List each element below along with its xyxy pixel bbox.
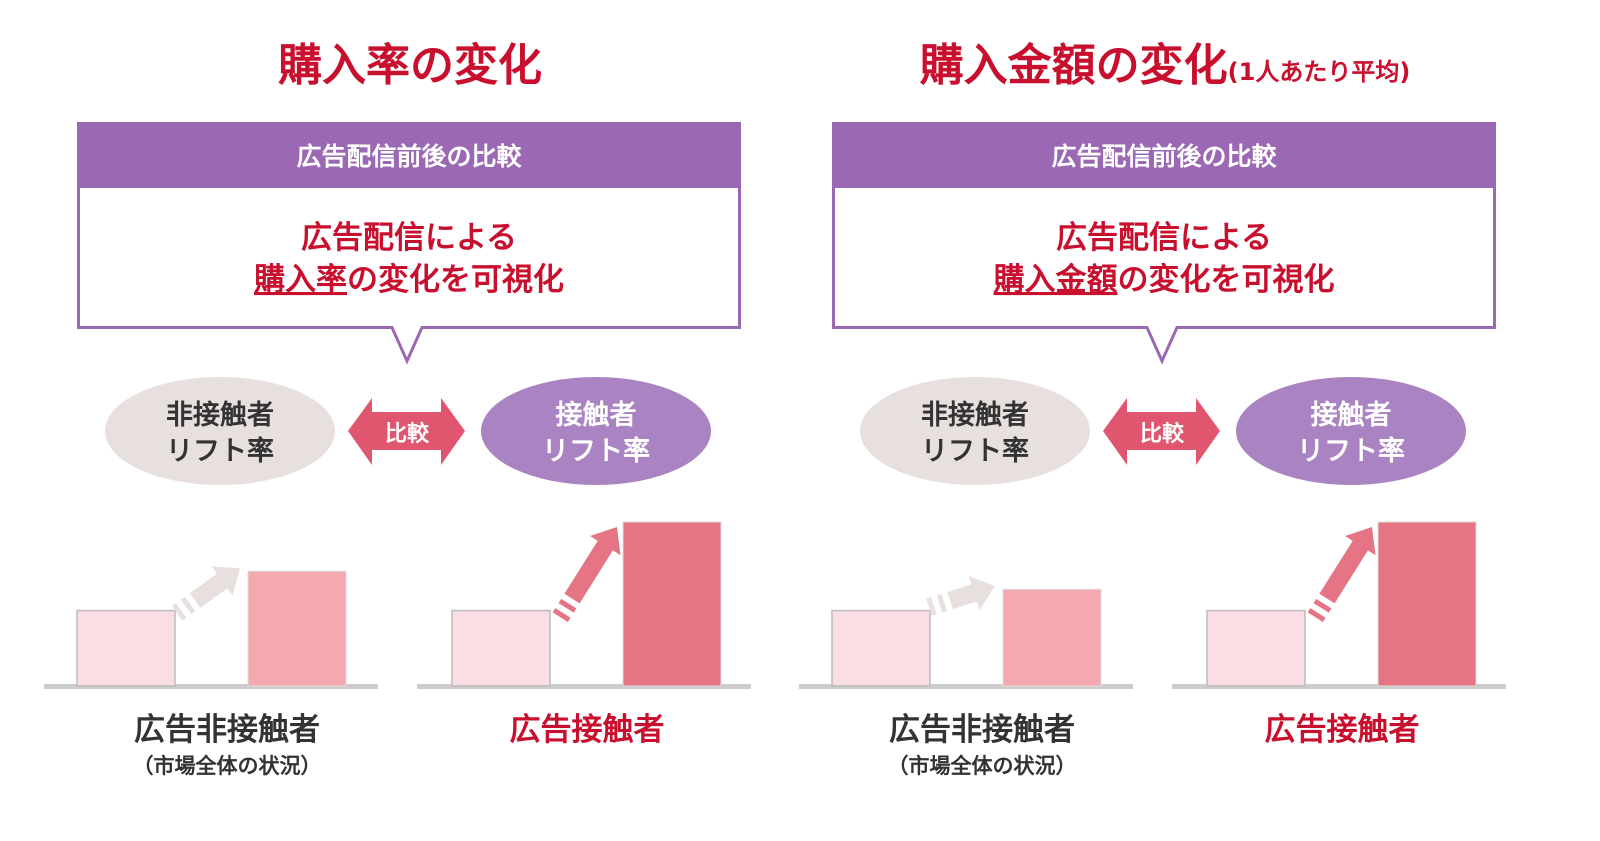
arrow-shaft: [189, 566, 241, 608]
box-header-text: 広告配信前後の比較: [296, 142, 522, 171]
bars-non-contact: 広告非接触者 （市場全体の状況）: [44, 566, 378, 778]
group-label: 広告接触者: [1265, 712, 1420, 748]
box-line-2: 購入率の変化を可視化: [254, 262, 564, 298]
arrow-dash: [180, 596, 196, 615]
baseline: [1172, 684, 1506, 689]
arrow-dash: [1313, 598, 1332, 613]
svg-text:リフト率: リフト率: [921, 435, 1029, 467]
box-header-bar: [77, 122, 741, 188]
compare-double-arrow: 比較: [1103, 398, 1220, 465]
svg-text:比較: 比較: [1140, 421, 1185, 447]
group-sublabel: （市場全体の状況）: [888, 754, 1077, 778]
comparison-panel-2: 購入金額の変化(1人あたり平均) 広告配信前後の比較 広告配信による 購入金額の…: [755, 0, 1535, 837]
arrow-dash: [936, 593, 948, 613]
svg-text:非接触者: 非接触者: [921, 400, 1029, 431]
arrow-dash: [558, 598, 577, 613]
baseline: [417, 684, 751, 689]
box-header-text: 広告配信前後の比較: [1051, 142, 1277, 171]
arrow-shaft: [564, 527, 621, 604]
panel-title: 購入金額の変化(1人あたり平均): [920, 40, 1411, 91]
bar-after: [1377, 521, 1477, 687]
svg-text:リフト率: リフト率: [1297, 435, 1405, 467]
trend-arrow-icon: [926, 575, 995, 616]
svg-text:接触者: 接触者: [1311, 400, 1392, 431]
bar-after: [1002, 588, 1102, 687]
bar-after: [622, 521, 722, 687]
panel-graphic: 購入率の変化 広告配信前後の比較 広告配信による 購入率の変化を可視化 非接触者…: [44, 40, 751, 778]
svg-text:リフト率: リフト率: [542, 435, 650, 467]
baseline: [799, 684, 1133, 689]
compare-double-arrow: 比較: [348, 398, 465, 465]
arrow-dash: [926, 597, 937, 616]
arrow-shaft: [1319, 527, 1376, 604]
box-line-1: 広告配信による: [1056, 220, 1272, 256]
svg-text:非接触者: 非接触者: [166, 400, 274, 431]
baseline: [44, 684, 378, 689]
ellipse-contact-lift: 接触者 リフト率: [1236, 377, 1466, 485]
ellipse-non-contact-lift: 非接触者 リフト率: [105, 377, 335, 485]
panel-graphic: 購入金額の変化(1人あたり平均) 広告配信前後の比較 広告配信による 購入金額の…: [799, 40, 1506, 778]
bar-before: [451, 609, 551, 687]
comparison-panel-1: 購入率の変化 広告配信前後の比較 広告配信による 購入率の変化を可視化 非接触者…: [0, 0, 780, 837]
bars-contact: 広告接触者: [1172, 521, 1506, 748]
group-sublabel: （市場全体の状況）: [133, 754, 322, 778]
ellipse-non-contact-lift: 非接触者 リフト率: [860, 377, 1090, 485]
box-line-1: 広告配信による: [301, 220, 517, 256]
bars-contact: 広告接触者: [417, 521, 751, 748]
trend-arrow-icon: [171, 566, 241, 621]
arrow-shaft: [947, 575, 995, 611]
bar-before: [76, 609, 176, 687]
arrow-dash: [171, 603, 187, 621]
bar-before: [831, 609, 931, 687]
ellipse-contact-lift: 接触者 リフト率: [481, 377, 711, 485]
trend-arrow-icon: [1307, 527, 1376, 622]
speech-box: 広告配信前後の比較 広告配信による 購入率の変化を可視化: [77, 122, 741, 365]
group-label: 広告非接触者: [889, 712, 1075, 748]
panel-title: 購入率の変化: [278, 40, 542, 91]
bars-non-contact: 広告非接触者 （市場全体の状況）: [799, 575, 1133, 778]
bar-before: [1206, 609, 1306, 687]
arrow-dash: [1307, 608, 1326, 622]
svg-text:接触者: 接触者: [556, 400, 637, 431]
bar-after: [247, 570, 347, 687]
trend-arrow-icon: [552, 527, 621, 622]
group-label: 広告非接触者: [134, 712, 320, 748]
box-line-2: 購入金額の変化を可視化: [994, 262, 1335, 298]
svg-text:比較: 比較: [385, 421, 430, 447]
group-label: 広告接触者: [510, 712, 665, 748]
svg-text:リフト率: リフト率: [166, 435, 274, 467]
box-header-bar: [832, 122, 1496, 188]
speech-box: 広告配信前後の比較 広告配信による 購入金額の変化を可視化: [832, 122, 1496, 365]
arrow-dash: [552, 608, 571, 622]
